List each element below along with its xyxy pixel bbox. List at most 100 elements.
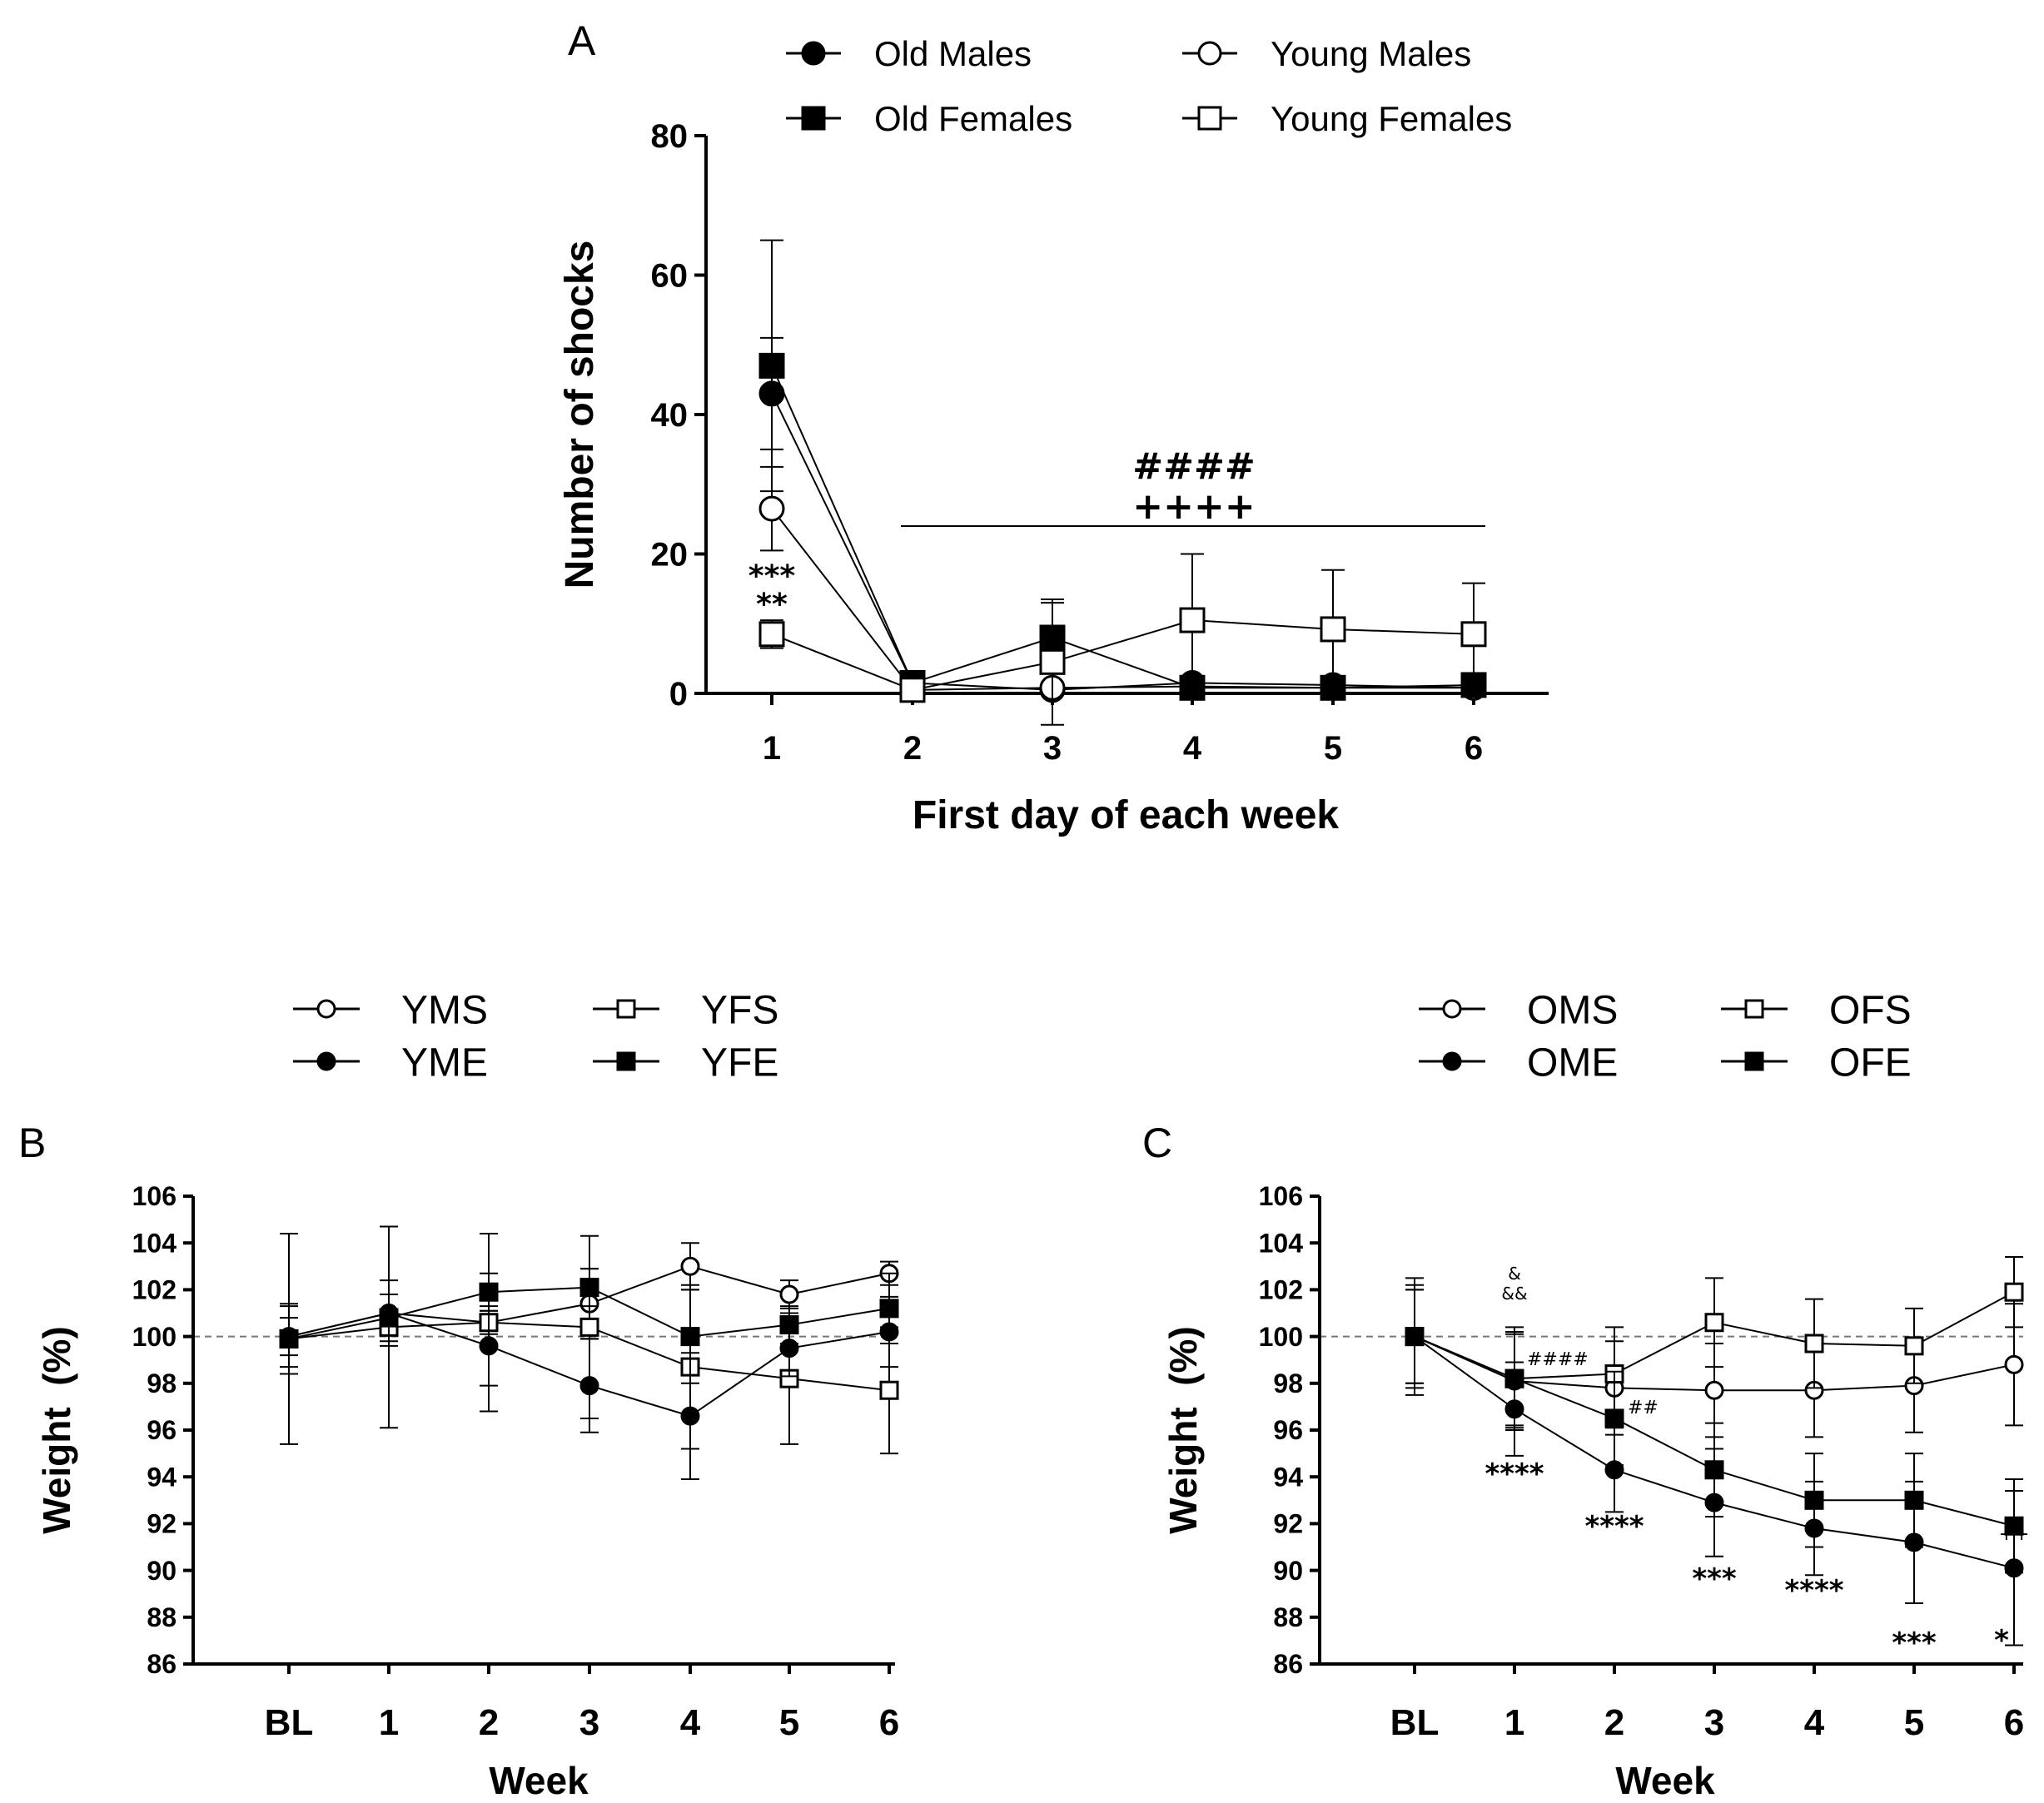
data-point-ofs-4: [1804, 1334, 1824, 1353]
y-tick-label-98: 98: [147, 1368, 177, 1398]
series-line-old-females: [771, 365, 1475, 689]
y-tick-label-86: 86: [147, 1649, 177, 1679]
data-point-young-females-5: [1460, 621, 1487, 648]
x-axis-title: First day of each week: [913, 793, 1340, 837]
panel-label-c: C: [1142, 1120, 1172, 1166]
x-tick-label-3: 3: [1043, 730, 1062, 767]
legend-label-ofs: OFS: [1829, 988, 1912, 1032]
x-tick-label-2: 2: [903, 730, 922, 767]
data-point-ofe-0: [1405, 1327, 1425, 1347]
annotation-stars-week1: ****: [1485, 1458, 1544, 1491]
legend-marker-yms: [316, 999, 336, 1019]
legend-entry-yms: YMS: [293, 988, 488, 1032]
x-axis-title: Week: [489, 1759, 589, 1802]
data-point-young-females-1: [899, 677, 926, 703]
data-point-young-females-0: [758, 621, 785, 648]
y-tick-label-20: 20: [651, 537, 689, 574]
y-tick-label-104: 104: [132, 1228, 177, 1258]
data-point-yme-4: [680, 1406, 700, 1426]
annotation-stars-week5: ***: [1892, 1627, 1937, 1660]
legend-label-old-males: Old Males: [874, 34, 1032, 73]
legend-marker-ofs: [1744, 999, 1764, 1019]
chart-c: 86 88 90 92 94 96 98 100 102 104 106 BL 1 2 3 4 5 6 Week We…: [1161, 988, 2029, 1802]
legend-label-old-females: Old Females: [874, 99, 1072, 138]
data-point-ofs-5: [1904, 1336, 1924, 1356]
data-point-yfe-1: [379, 1308, 399, 1328]
panel-label-a: A: [568, 17, 596, 64]
y-tick-label-106: 106: [132, 1181, 177, 1211]
y-tick-label-96: 96: [147, 1415, 177, 1445]
legend-entry-ofs: OFS: [1721, 988, 1912, 1032]
x-tick-label-6: 6: [1465, 730, 1483, 767]
y-tick-label-102: 102: [1259, 1275, 1303, 1305]
y-tick-label-80: 80: [651, 118, 689, 155]
x-tick-label-1: 1: [379, 1702, 399, 1743]
x-tick-label-bl: BL: [1390, 1702, 1440, 1743]
data-point-young-females-4: [1320, 616, 1346, 643]
annotation-week1-upper: ***: [748, 559, 796, 594]
annotation-stars-week2: ****: [1584, 1510, 1644, 1543]
legend-entry-young-females: Young Females: [1182, 99, 1512, 138]
annotation-stars-week3: ***: [1692, 1562, 1737, 1596]
x-tick-label-4: 4: [1183, 730, 1202, 767]
legend-label-young-females: Young Females: [1271, 99, 1512, 138]
series-yfe: [279, 1268, 899, 1384]
data-point-yme-2: [479, 1336, 499, 1356]
data-point-ofs-3: [1704, 1313, 1724, 1333]
y-tick-label-106: 106: [1259, 1181, 1303, 1211]
legend-entry-yfe: YFE: [593, 1041, 778, 1085]
y-axis-title: Weight (%): [1161, 1326, 1205, 1534]
legend-entry-young-males: Young Males: [1182, 34, 1471, 73]
annotation-amp-single: &: [1508, 1264, 1521, 1284]
data-point-yfe-0: [279, 1329, 299, 1349]
data-point-ofe-1: [1504, 1368, 1524, 1388]
y-axis-title: Weight (%): [35, 1326, 78, 1534]
legend-entry-yfs: YFS: [593, 988, 778, 1032]
legend-label-oms: OMS: [1527, 988, 1618, 1032]
annotation-plus-week6: ++: [1999, 1524, 2030, 1545]
data-point-yfe-2: [479, 1282, 499, 1302]
y-tick-label-92: 92: [1273, 1509, 1303, 1539]
data-point-yme-3: [579, 1376, 599, 1396]
x-tick-label-1: 1: [763, 730, 781, 767]
y-tick-label-90: 90: [147, 1556, 177, 1586]
data-point-yms-5: [779, 1284, 799, 1304]
y-tick-label-94: 94: [147, 1462, 177, 1492]
data-point-young-females-2: [1039, 648, 1066, 675]
data-point-yms-4: [680, 1256, 700, 1276]
annotation-hash-week2: ##: [1628, 1398, 1659, 1418]
legend-entry-oms: OMS: [1419, 988, 1618, 1032]
annotation-week1-lower: **: [756, 588, 788, 622]
series-young-females: [758, 553, 1487, 726]
annotation-plus: ++++: [1132, 485, 1255, 528]
data-point-young-females-3: [1179, 607, 1206, 633]
x-tick-label-1: 1: [1504, 1702, 1524, 1743]
y-tick-label-94: 94: [1273, 1462, 1303, 1492]
data-point-yfs-3: [579, 1317, 599, 1337]
legend-label-yms: YMS: [401, 988, 488, 1032]
data-point-ofe-6: [2004, 1516, 2024, 1536]
legend-label-yme: YME: [401, 1041, 488, 1085]
legend-label-young-males: Young Males: [1271, 34, 1471, 73]
y-tick-label-86: 86: [1273, 1649, 1303, 1679]
legend-marker-young-females: [1197, 106, 1222, 131]
y-tick-label-88: 88: [147, 1602, 177, 1632]
x-tick-label-4: 4: [1804, 1702, 1825, 1743]
legend-entry-old-females: Old Females: [786, 99, 1072, 138]
x-tick-label-bl: BL: [265, 1702, 314, 1743]
y-axis-title: Number of shocks: [558, 241, 602, 589]
data-point-ofe-5: [1904, 1490, 1924, 1510]
legend-marker-yme: [316, 1051, 336, 1071]
legend-entry-yme: YME: [293, 1041, 488, 1085]
panel-label-b: B: [18, 1120, 46, 1166]
chart-b: 86 88 90 92 94 96 98 100 102 104 106 BL 1 2 3 4 5 6 Week We…: [35, 988, 899, 1802]
legend-label-ome: OME: [1527, 1041, 1618, 1085]
legend-marker-ofe: [1744, 1051, 1764, 1071]
y-tick-label-100: 100: [132, 1322, 177, 1352]
legend-marker-yfe: [616, 1051, 636, 1071]
annotation-hash: ####: [1132, 445, 1255, 488]
x-tick-label-2: 2: [1604, 1702, 1624, 1743]
y-tick-label-88: 88: [1273, 1602, 1303, 1632]
data-point-yfs-6: [879, 1380, 899, 1400]
